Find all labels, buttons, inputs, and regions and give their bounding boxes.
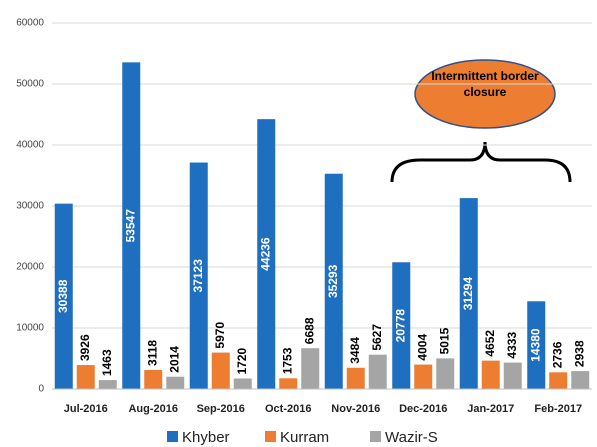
data-label: 2014: [167, 346, 181, 373]
x-tick-label: Feb-2017: [534, 403, 582, 415]
bar: [503, 362, 522, 389]
bar: [122, 62, 141, 389]
bar: [571, 371, 590, 389]
annotation: Intermittent border closure: [431, 69, 539, 99]
x-tick-label: Sep-2016: [197, 403, 245, 415]
legend-swatch: [370, 431, 381, 442]
bar: [368, 354, 387, 389]
y-tick-label: 60000: [16, 18, 44, 29]
x-tick-label: Oct-2016: [265, 403, 311, 415]
data-label: 31294: [461, 277, 475, 311]
data-label: 4333: [505, 332, 519, 359]
bar: [414, 364, 433, 389]
bar: [346, 367, 365, 389]
y-tick-label: 0: [38, 384, 44, 395]
y-tick-label: 20000: [16, 262, 44, 273]
data-label: 2736: [550, 341, 564, 368]
data-label: 5015: [437, 327, 451, 354]
y-tick-label: 10000: [16, 323, 44, 334]
data-label: 5970: [213, 322, 227, 349]
bar: [279, 378, 298, 389]
bar: [98, 380, 117, 389]
data-label: 35293: [326, 264, 340, 298]
data-label: 1720: [235, 347, 249, 374]
bar: [301, 348, 320, 389]
bar: [211, 352, 230, 389]
y-tick-label: 40000: [16, 140, 44, 151]
legend-label: Kurram: [280, 429, 329, 446]
data-label: 53547: [123, 209, 137, 243]
x-tick-label: Dec-2016: [399, 403, 447, 415]
data-label: 37123: [191, 259, 205, 293]
y-tick-label: 30000: [16, 201, 44, 212]
y-tick-label: 50000: [16, 79, 44, 90]
bar: [459, 198, 478, 389]
bar: [527, 301, 546, 389]
data-label: 4652: [483, 330, 497, 357]
data-label: 14380: [528, 328, 542, 362]
data-label: 3484: [348, 337, 362, 364]
legend-swatch: [167, 431, 178, 442]
data-label: 1463: [100, 349, 114, 376]
x-tick-label: Nov-2016: [331, 403, 380, 415]
bar: [233, 378, 252, 389]
bar: [189, 162, 208, 389]
bar: [436, 358, 455, 389]
bar: [324, 173, 343, 389]
bar: [257, 119, 276, 389]
bar: [392, 262, 411, 389]
x-tick-label: Aug-2016: [128, 403, 178, 415]
brace: [390, 141, 572, 183]
legend-label: Wazir-S: [385, 429, 438, 446]
data-label: 3926: [78, 334, 92, 361]
bar: [549, 372, 568, 389]
bar: [54, 203, 73, 389]
bar: [76, 365, 95, 389]
data-label: 5627: [370, 324, 384, 351]
data-label: 1753: [280, 347, 294, 374]
bar: [481, 360, 500, 389]
data-label: 20778: [393, 309, 407, 343]
annotation-ellipse: [414, 59, 556, 129]
legend-label: Khyber: [182, 429, 230, 446]
data-label: 3118: [145, 340, 159, 366]
data-label: 44236: [258, 237, 272, 271]
data-label: 2938: [572, 340, 586, 367]
bar: [166, 376, 185, 389]
legend-swatch: [265, 431, 276, 442]
x-tick-label: Jul-2016: [64, 403, 108, 415]
x-tick-label: Jan-2017: [467, 403, 514, 415]
data-label: 30388: [56, 279, 70, 313]
bar: [144, 369, 163, 389]
data-label: 4004: [415, 334, 429, 361]
data-label: 6688: [302, 317, 316, 344]
